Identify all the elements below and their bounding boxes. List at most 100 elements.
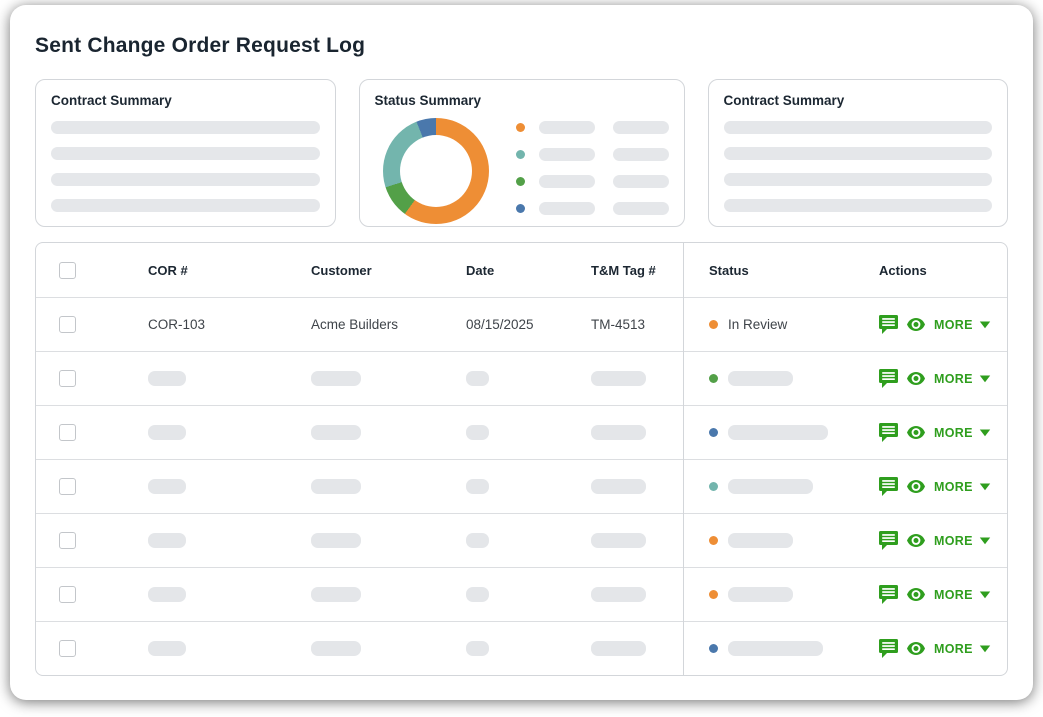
legend-label-skeleton — [538, 175, 595, 188]
skeleton-line — [51, 121, 320, 134]
more-label: MORE — [934, 371, 973, 386]
row-checkbox[interactable] — [59, 316, 76, 333]
more-label: MORE — [934, 533, 973, 548]
contract-summary-card-right: Contract Summary — [707, 79, 1008, 227]
table-row: COR-103 Acme Builders 08/15/2025 TM-4513… — [36, 298, 1007, 352]
row-checkbox[interactable] — [59, 478, 76, 495]
skeleton-line — [723, 173, 992, 186]
comment-button[interactable] — [879, 639, 898, 658]
customer-skeleton — [311, 587, 361, 602]
comment-button[interactable] — [879, 423, 898, 442]
view-button[interactable] — [907, 642, 925, 655]
contract-summary-skeleton — [51, 121, 320, 212]
row-checkbox[interactable] — [59, 532, 76, 549]
customer-cell: Acme Builders — [311, 317, 399, 332]
table-row-skeleton: MORE — [36, 352, 1007, 406]
date-skeleton — [466, 371, 489, 386]
comment-button[interactable] — [879, 531, 898, 550]
date-skeleton — [466, 533, 489, 548]
status-skeleton — [728, 479, 813, 494]
contract-summary-card-left: Contract Summary — [35, 79, 336, 227]
contract-summary-skeleton — [723, 121, 992, 212]
more-button[interactable]: MORE — [934, 318, 991, 332]
view-button[interactable] — [907, 480, 925, 493]
view-button[interactable] — [907, 372, 925, 385]
comment-button[interactable] — [879, 585, 898, 604]
status-skeleton — [728, 641, 823, 656]
legend-label-skeleton — [538, 121, 595, 134]
legend-label-skeleton — [612, 148, 669, 161]
skeleton-line — [723, 147, 992, 160]
cor-skeleton — [148, 533, 186, 548]
legend-dot — [515, 150, 525, 159]
status-legend — [515, 121, 669, 229]
comment-button[interactable] — [879, 477, 898, 496]
status-summary-body — [375, 108, 669, 229]
more-button[interactable]: MORE — [934, 426, 991, 440]
comment-icon — [879, 369, 898, 388]
customer-skeleton — [311, 641, 361, 656]
row-checkbox[interactable] — [59, 370, 76, 387]
more-label: MORE — [934, 641, 973, 656]
status-skeleton — [728, 587, 793, 602]
tm-tag-skeleton — [591, 479, 646, 494]
chevron-down-icon — [979, 429, 990, 436]
view-button[interactable] — [907, 318, 925, 331]
card-title: Status Summary — [374, 93, 482, 108]
header-actions: Actions — [879, 262, 927, 278]
skeleton-line — [51, 147, 320, 160]
comment-button[interactable] — [879, 315, 898, 334]
comment-icon — [879, 423, 898, 442]
eye-icon — [907, 642, 925, 655]
legend-label-skeleton — [612, 121, 669, 134]
comment-icon — [879, 315, 898, 334]
customer-skeleton — [311, 371, 361, 386]
comment-button[interactable] — [879, 369, 898, 388]
legend-label-skeleton — [538, 148, 595, 161]
legend-row — [515, 202, 669, 215]
comment-icon — [879, 585, 898, 604]
view-button[interactable] — [907, 588, 925, 601]
more-label: MORE — [934, 587, 973, 602]
eye-icon — [907, 480, 925, 493]
more-label: MORE — [934, 317, 973, 332]
header-status: Status — [709, 262, 749, 278]
table-body: COR-103 Acme Builders 08/15/2025 TM-4513… — [36, 298, 1007, 675]
summary-cards-row: Contract Summary Status Summary Contract… — [35, 79, 1008, 227]
header-cor: COR # — [148, 262, 188, 278]
eye-icon — [907, 588, 925, 601]
legend-dot — [515, 123, 525, 132]
more-button[interactable]: MORE — [934, 480, 991, 494]
chevron-down-icon — [979, 321, 990, 328]
more-button[interactable]: MORE — [934, 642, 991, 656]
more-label: MORE — [934, 479, 973, 494]
skeleton-line — [51, 173, 320, 186]
status-skeleton — [728, 533, 793, 548]
row-checkbox[interactable] — [59, 586, 76, 603]
status-dot — [709, 644, 718, 653]
status-label: In Review — [728, 317, 788, 332]
card-title: Contract Summary — [723, 93, 845, 108]
legend-label-skeleton — [612, 175, 669, 188]
date-skeleton — [466, 587, 489, 602]
view-button[interactable] — [907, 534, 925, 547]
table-row-skeleton: MORE — [36, 406, 1007, 460]
customer-skeleton — [311, 533, 361, 548]
comment-icon — [879, 639, 898, 658]
legend-label-skeleton — [538, 202, 595, 215]
select-all-checkbox[interactable] — [59, 261, 76, 279]
row-checkbox[interactable] — [59, 424, 76, 441]
more-button[interactable]: MORE — [934, 534, 991, 548]
status-column-divider — [683, 243, 684, 675]
status-dot — [709, 482, 718, 491]
more-label: MORE — [934, 425, 973, 440]
tm-tag-skeleton — [591, 587, 646, 602]
header-tm-tag: T&M Tag # — [591, 262, 656, 278]
view-button[interactable] — [907, 426, 925, 439]
row-checkbox[interactable] — [59, 640, 76, 657]
tm-tag-skeleton — [591, 641, 646, 656]
change-order-table: COR # Customer Date T&M Tag # Status Act… — [35, 242, 1008, 676]
more-button[interactable]: MORE — [934, 372, 991, 386]
legend-row — [515, 148, 669, 161]
more-button[interactable]: MORE — [934, 588, 991, 602]
